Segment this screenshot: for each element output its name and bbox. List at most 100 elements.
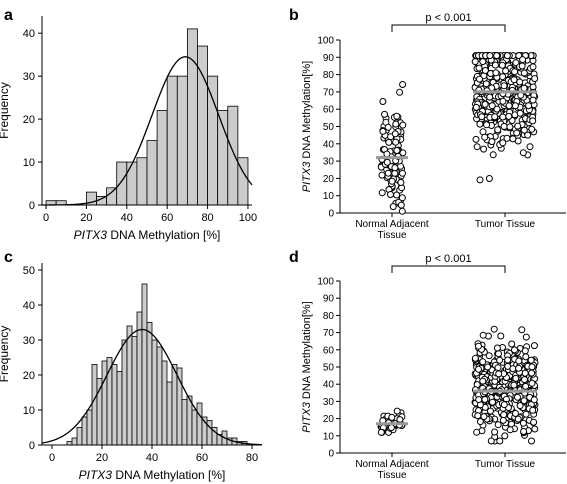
histogram-bar xyxy=(206,420,213,446)
histogram-bar xyxy=(196,402,203,446)
data-point xyxy=(518,326,526,334)
histogram-bar xyxy=(66,441,73,446)
data-point xyxy=(385,138,393,146)
data-point xyxy=(481,133,489,141)
data-point xyxy=(378,171,386,179)
y-tick-label: 10 xyxy=(323,191,335,202)
y-axis-label: Frequency xyxy=(0,326,11,383)
p-value-annotation: p < 0.001 xyxy=(425,253,471,265)
y-tick-label: 100 xyxy=(317,277,334,288)
y-tick-label: 0 xyxy=(29,200,35,212)
histogram-bar xyxy=(151,339,158,446)
data-point xyxy=(501,432,509,440)
data-point xyxy=(389,203,397,211)
y-tick-label: 20 xyxy=(323,174,335,185)
data-point xyxy=(471,58,479,66)
data-point xyxy=(471,354,479,362)
histogram-bar xyxy=(156,346,163,446)
strip-plot-panel-b: 0 10 20 30 40 50 60 70 80 90 100 PITX3 DNA Methylat… xyxy=(301,12,566,241)
data-point xyxy=(388,177,396,185)
x-tick-label: 0 xyxy=(43,212,49,224)
data-point xyxy=(525,102,533,110)
normal-fit-curve xyxy=(41,328,263,446)
data-point xyxy=(379,127,387,135)
data-point xyxy=(529,63,537,71)
y-tick-label: 10 xyxy=(23,405,35,417)
histogram-bar xyxy=(156,110,168,206)
data-point xyxy=(529,117,537,125)
x-axis-label-rest: DNA Methylation [%] xyxy=(112,468,225,482)
histogram-bar xyxy=(126,161,138,206)
histogram-bar xyxy=(161,360,168,446)
y-tick-label: 0 xyxy=(328,449,334,460)
data-point xyxy=(381,110,388,118)
data-point xyxy=(516,78,524,86)
data-point xyxy=(476,176,484,184)
x-tick-label: 80 xyxy=(201,212,213,224)
data-point xyxy=(527,356,535,364)
x-tick-label: 60 xyxy=(161,212,173,224)
data-point xyxy=(491,61,499,69)
x-tick-label: 20 xyxy=(96,452,108,464)
data-point xyxy=(476,418,484,426)
data-point xyxy=(473,143,481,151)
histogram-bar xyxy=(116,371,123,446)
data-point xyxy=(495,350,502,358)
data-point xyxy=(479,58,487,66)
y-axis-label-rest: DNA Methylation[%] xyxy=(301,301,313,402)
y-tick-label: 70 xyxy=(323,328,335,339)
data-point xyxy=(511,346,518,354)
y-axis-label-rest: DNA Methylation[%] xyxy=(301,61,313,162)
data-point xyxy=(387,191,394,198)
data-point xyxy=(518,62,526,70)
data-point xyxy=(474,412,482,420)
data-point xyxy=(398,207,406,215)
data-point xyxy=(479,358,487,366)
data-point xyxy=(519,149,527,157)
data-point xyxy=(493,52,501,60)
data-point xyxy=(488,102,496,110)
histogram-bar xyxy=(106,187,118,206)
y-tick-label: 30 xyxy=(323,157,335,168)
histogram-bar xyxy=(131,336,138,446)
y-tick-label: 40 xyxy=(23,28,35,40)
histogram-bar xyxy=(176,75,188,206)
data-point xyxy=(475,64,483,72)
data-point xyxy=(494,421,502,429)
data-point xyxy=(478,113,486,121)
y-tick-label: 90 xyxy=(323,53,335,64)
significance-bracket xyxy=(391,265,506,273)
group-label: Tumor Tissue xyxy=(475,219,536,230)
histogram-bar xyxy=(186,28,198,206)
histogram-bar xyxy=(76,427,83,446)
data-point xyxy=(528,379,536,387)
panel-b-letter: b xyxy=(289,7,299,24)
data-point xyxy=(496,437,504,445)
data-point xyxy=(392,138,400,146)
y-axis-label-gene: PITX3 xyxy=(301,401,313,432)
histogram-bar xyxy=(136,311,143,446)
y-axis-label: PITX3 DNA Methylation[%] xyxy=(301,301,313,432)
data-point xyxy=(510,381,518,389)
data-point xyxy=(485,175,493,182)
data-point xyxy=(506,123,514,131)
histogram-bar xyxy=(227,105,239,206)
data-point xyxy=(497,332,505,340)
x-axis-label: PITX3 DNA Methylation [%] xyxy=(74,228,221,242)
data-point xyxy=(391,130,399,138)
y-axis-label: PITX3 DNA Methylation[%] xyxy=(301,61,313,192)
data-point xyxy=(384,169,392,177)
data-point xyxy=(499,73,507,81)
data-point xyxy=(481,67,489,74)
data-point xyxy=(484,363,492,371)
data-point xyxy=(504,356,512,364)
data-point xyxy=(500,401,508,409)
y-axis-label-gene: PITX3 xyxy=(301,161,313,192)
histogram-bar xyxy=(81,416,88,446)
x-tick-label: 80 xyxy=(246,452,258,464)
data-point xyxy=(481,396,489,403)
data-point xyxy=(398,194,406,202)
data-point xyxy=(524,131,532,139)
data-point xyxy=(516,402,524,410)
histogram-bar xyxy=(136,157,148,206)
